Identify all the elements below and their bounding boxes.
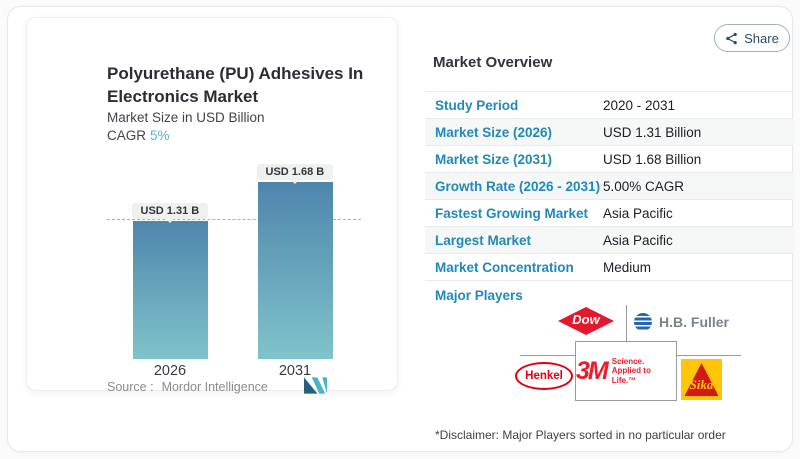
overview-row: Largest Market Asia Pacific	[425, 227, 793, 254]
hb-fuller-logo-text: H.B. Fuller	[659, 314, 730, 330]
share-icon	[726, 32, 737, 44]
henkel-logo: Henkel	[515, 362, 573, 390]
bar-2031	[257, 182, 333, 359]
row-label: Market Size (2026)	[435, 125, 553, 140]
players-divider-right	[677, 355, 741, 356]
chart-cagr: CAGR 5%	[107, 128, 170, 143]
dow-logo: Dow	[554, 306, 618, 336]
3m-tagline-line-1: Science.	[611, 356, 645, 366]
row-label: Growth Rate (2026 - 2031)	[435, 179, 601, 194]
source-row: Source : Mordor Intelligence	[107, 380, 268, 394]
source-label: Source :	[107, 380, 154, 394]
overview-row: Fastest Growing Market Asia Pacific	[425, 200, 793, 227]
chart-title-line-1: Polyurethane (PU) Adhesives In	[107, 64, 364, 83]
3m-tagline-line-2: Applied to Life.™	[611, 366, 651, 385]
cagr-value: 5%	[150, 128, 170, 143]
x-axis-label: 2026	[153, 363, 187, 379]
row-label: Largest Market	[435, 233, 532, 248]
disclaimer-text: *Disclaimer: Major Players sorted in no …	[435, 428, 726, 442]
cagr-label: CAGR	[107, 128, 147, 143]
henkel-logo-text: Henkel	[525, 370, 563, 382]
sika-logo-text: Sika	[689, 377, 714, 392]
row-value: USD 1.68 Billion	[603, 152, 702, 167]
overview-row: Market Size (2031) USD 1.68 Billion	[425, 146, 793, 173]
main-card: Share Polyurethane (PU) Adhesives In Ele…	[7, 6, 793, 452]
row-label: Market Concentration	[435, 260, 574, 275]
bar-value-badge: USD 1.68 B	[256, 164, 334, 184]
row-value: USD 1.31 Billion	[603, 125, 702, 140]
3m-logo: 3M Science. Applied to Life.™	[575, 341, 677, 401]
row-value: Asia Pacific	[603, 233, 673, 248]
chart-subtitle: Market Size in USD Billion	[107, 110, 265, 125]
bar-value-badge: USD 1.31 B	[131, 203, 209, 223]
bar-2026	[132, 221, 208, 359]
overview-row: Market Concentration Medium	[425, 254, 793, 281]
players-divider-vertical	[626, 305, 627, 341]
overview-heading: Market Overview	[433, 54, 553, 71]
row-value: 5.00% CAGR	[603, 179, 685, 194]
3m-logo-text: 3M	[576, 356, 609, 385]
source-name: Mordor Intelligence	[161, 380, 268, 394]
overview-row: Study Period 2020 - 2031	[425, 92, 793, 119]
bar-chart: USD 1.31 B 2026 USD 1.68 B 2031	[27, 18, 399, 392]
reference-dashed-line	[107, 219, 361, 220]
overview-row: Market Size (2026) USD 1.31 Billion	[425, 119, 793, 146]
players-divider-left	[520, 355, 575, 356]
row-value: 2020 - 2031	[603, 98, 676, 113]
major-players-label: Major Players	[435, 288, 523, 303]
row-value: Medium	[603, 260, 652, 275]
chart-title-line-2: Electronics Market	[107, 87, 259, 106]
overview-table: Study Period 2020 - 2031 Market Size (2026…	[425, 91, 793, 281]
mordor-intelligence-logo-icon	[304, 377, 327, 394]
hb-fuller-globe-icon	[634, 313, 652, 331]
chart-title: Polyurethane (PU) Adhesives In Electroni…	[107, 62, 397, 108]
x-axis-label: 2031	[278, 363, 312, 379]
row-label: Fastest Growing Market	[435, 206, 589, 221]
sika-logo: Sika	[681, 359, 722, 400]
dow-diamond-icon	[558, 307, 614, 335]
share-button-label: Share	[744, 30, 779, 46]
share-button[interactable]: Share	[714, 24, 790, 52]
row-label: Study Period	[435, 98, 519, 113]
sika-triangle-icon	[684, 363, 719, 396]
chart-panel: Polyurethane (PU) Adhesives In Electroni…	[26, 17, 399, 394]
overview-row: Growth Rate (2026 - 2031) 5.00% CAGR	[425, 173, 793, 200]
dow-logo-text: Dow	[572, 312, 600, 327]
row-label: Market Size (2031)	[435, 152, 553, 167]
3m-tagline: Science. Applied to Life.™	[612, 357, 676, 386]
row-value: Asia Pacific	[603, 206, 673, 221]
hb-fuller-logo: H.B. Fuller	[634, 313, 729, 331]
